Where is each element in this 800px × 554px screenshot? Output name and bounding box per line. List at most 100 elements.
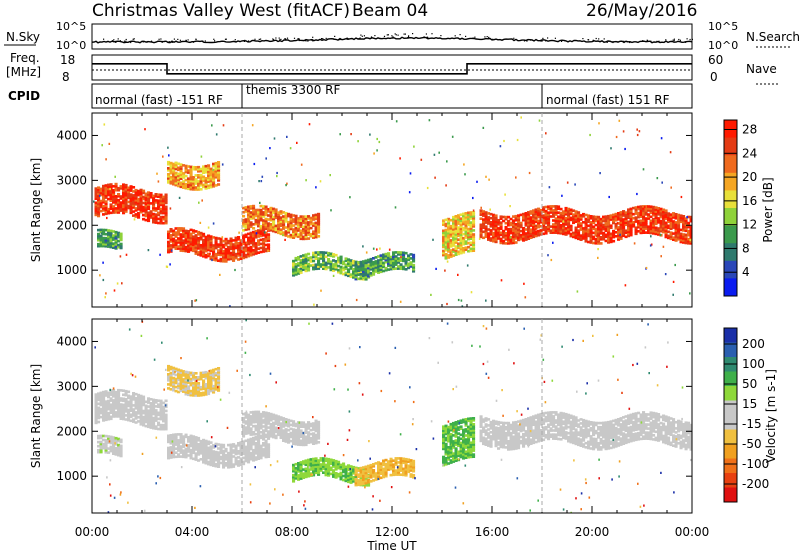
backscatter-cell (672, 236, 676, 239)
backscatter-cell (247, 248, 251, 252)
scatter-speck (315, 186, 317, 189)
backscatter-cell (202, 175, 206, 179)
backscatter-cell (687, 233, 691, 237)
noise-search-dot (488, 36, 490, 38)
scatter-speck (162, 155, 164, 158)
backscatter-cell (169, 182, 173, 185)
backscatter-cell (669, 215, 673, 218)
backscatter-cell (244, 222, 248, 225)
backscatter-cell (612, 221, 616, 225)
backscatter-cell (607, 220, 611, 224)
backscatter-cell (317, 422, 321, 426)
backscatter-cell (272, 423, 276, 427)
scatter-speck (585, 223, 588, 226)
noise-search-dot (617, 41, 619, 43)
backscatter-cell (447, 217, 451, 221)
backscatter-cell (234, 238, 238, 242)
backscatter-cell (304, 425, 308, 428)
backscatter-cell (499, 221, 503, 224)
backscatter-cell (572, 221, 576, 225)
backscatter-cell (97, 212, 101, 216)
backscatter-cell (97, 414, 101, 418)
backscatter-cell (314, 465, 318, 468)
backscatter-cell (244, 451, 248, 455)
backscatter-cell (292, 465, 296, 469)
backscatter-cell (472, 217, 476, 220)
backscatter-cell (242, 234, 246, 237)
backscatter-cell (214, 174, 218, 177)
backscatter-cell (504, 242, 508, 245)
backscatter-cell (217, 237, 221, 240)
backscatter-cell (254, 458, 258, 461)
backscatter-cell (279, 422, 283, 425)
backscatter-cell (264, 445, 268, 449)
backscatter-cell (227, 464, 231, 467)
backscatter-cell (297, 468, 301, 471)
backscatter-cell (104, 192, 108, 195)
backscatter-cell (107, 191, 111, 195)
noise-search-dot (526, 40, 528, 42)
backscatter-cell (664, 229, 668, 233)
scatter-speck (121, 282, 123, 285)
backscatter-cell (99, 391, 103, 395)
backscatter-cell (269, 414, 273, 418)
backscatter-cell (322, 267, 326, 270)
backscatter-cell (534, 226, 538, 230)
backscatter-cell (154, 413, 158, 416)
backscatter-cell (149, 210, 153, 213)
backscatter-cell (314, 257, 318, 260)
backscatter-cell (364, 271, 368, 275)
backscatter-cell (559, 211, 563, 215)
noise-search-dot (214, 40, 216, 42)
backscatter-cell (119, 242, 123, 246)
backscatter-cell (479, 209, 483, 212)
backscatter-cell (312, 218, 316, 221)
backscatter-cell (284, 212, 288, 215)
backscatter-cell (367, 266, 371, 270)
backscatter-cell (224, 453, 228, 457)
backscatter-cell (669, 219, 673, 222)
backscatter-cell (457, 222, 461, 225)
backscatter-cell (249, 207, 253, 210)
scatter-speck (435, 267, 437, 270)
backscatter-cell (442, 233, 446, 237)
backscatter-cell (107, 233, 111, 236)
backscatter-cell (292, 463, 296, 467)
backscatter-cell (554, 219, 558, 222)
backscatter-cell (264, 443, 268, 447)
backscatter-cell (127, 418, 131, 422)
backscatter-cell (682, 227, 686, 230)
backscatter-cell (134, 197, 138, 200)
backscatter-cell (379, 260, 383, 263)
backscatter-cell (584, 231, 588, 235)
backscatter-cell (209, 241, 213, 244)
backscatter-cell (499, 239, 503, 243)
backscatter-cell (249, 433, 253, 436)
backscatter-cell (562, 232, 566, 236)
cpid-segment-2: themis 3300 RF (246, 83, 340, 97)
backscatter-cell (119, 454, 123, 458)
backscatter-cell (289, 431, 293, 435)
backscatter-cell (284, 216, 288, 219)
backscatter-cell (307, 221, 311, 224)
backscatter-cell (187, 387, 191, 390)
backscatter-cell (392, 263, 396, 267)
backscatter-cell (172, 366, 176, 370)
backscatter-cell (172, 447, 176, 451)
backscatter-cell (344, 471, 348, 475)
backscatter-cell (639, 207, 643, 210)
backscatter-cell (242, 418, 246, 422)
backscatter-cell (149, 418, 153, 421)
backscatter-cell (329, 252, 333, 256)
backscatter-cell (457, 220, 461, 223)
backscatter-cell (292, 420, 296, 423)
backscatter-cell (292, 434, 296, 437)
backscatter-cell (254, 456, 258, 459)
backscatter-cell (104, 400, 108, 403)
scatter-speck (296, 141, 298, 144)
backscatter-cell (134, 396, 138, 400)
colorbar-tick-label: 12 (742, 218, 757, 232)
noise-search-dot (673, 40, 675, 42)
backscatter-cell (167, 234, 171, 238)
backscatter-cell (242, 460, 246, 464)
